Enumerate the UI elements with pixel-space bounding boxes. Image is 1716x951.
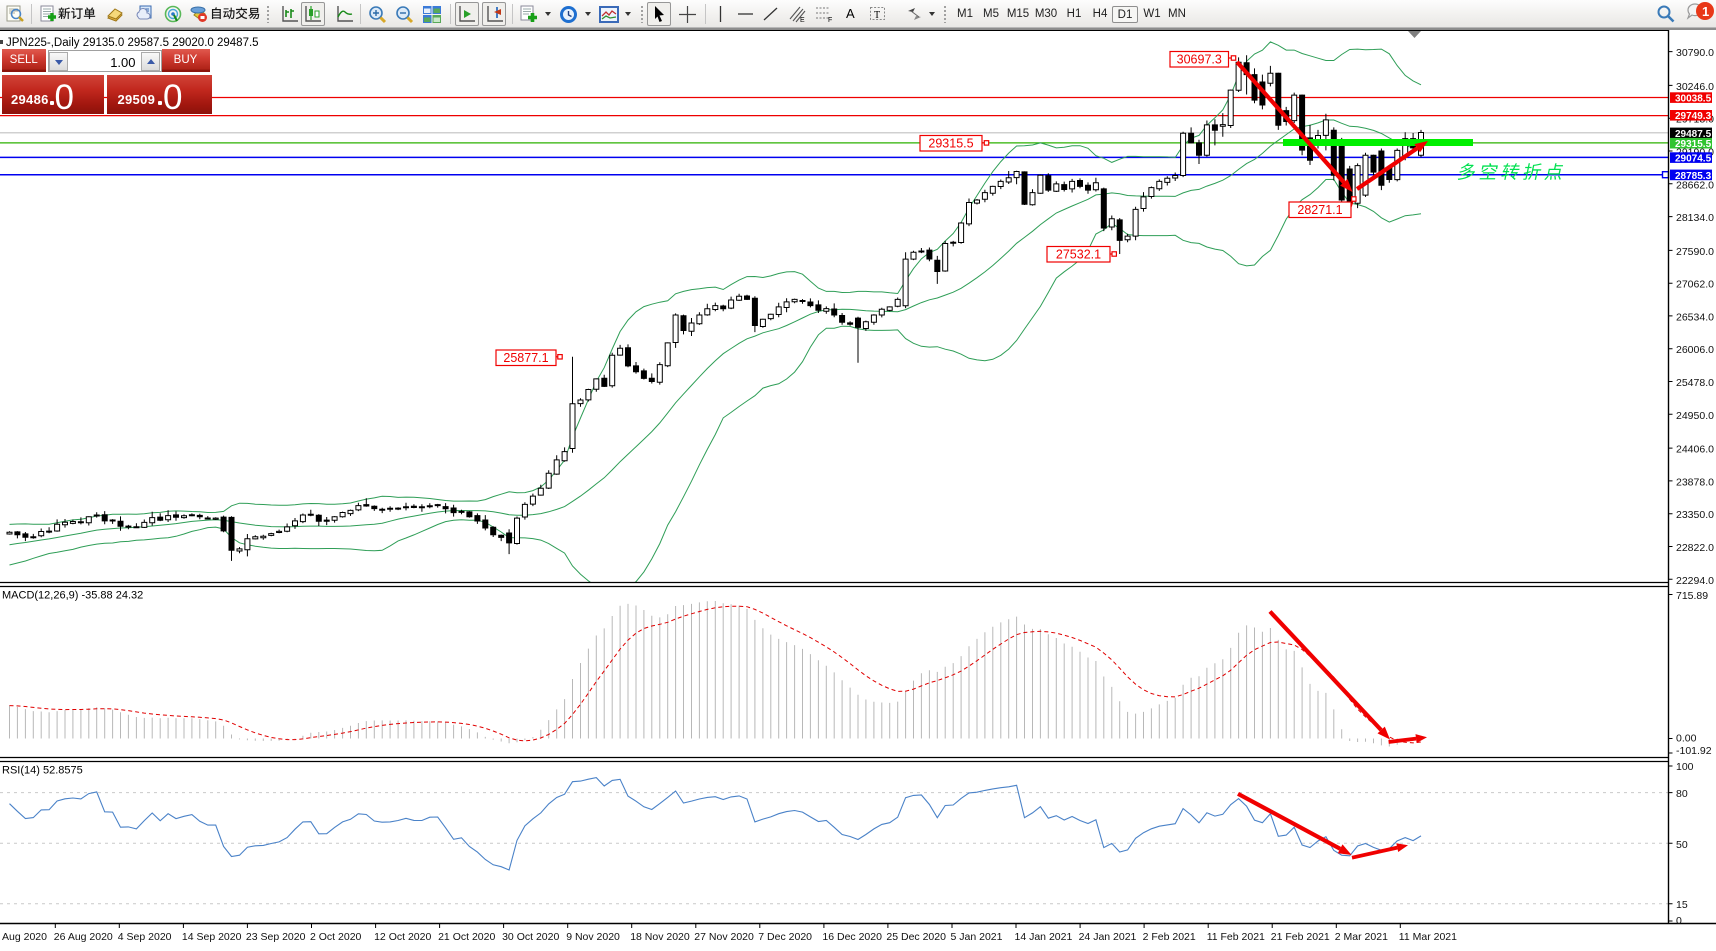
svg-text:9 Nov 2020: 9 Nov 2020 [566, 931, 620, 943]
svg-text:25877.1: 25877.1 [503, 351, 548, 365]
svg-text:4 Sep 2020: 4 Sep 2020 [118, 931, 172, 943]
svg-text:24950.0: 24950.0 [1676, 410, 1714, 422]
svg-text:30038.5: 30038.5 [1675, 94, 1712, 105]
svg-text:2 Feb 2021: 2 Feb 2021 [1143, 931, 1196, 943]
svg-text:18 Nov 2020: 18 Nov 2020 [630, 931, 690, 943]
svg-text:-101.92: -101.92 [1676, 745, 1712, 757]
svg-text:29487.5: 29487.5 [1675, 129, 1712, 140]
svg-text:E: E [800, 17, 805, 23]
svg-text:100: 100 [1676, 761, 1694, 773]
svg-text:29749.3: 29749.3 [1675, 111, 1712, 122]
svg-text:27590.0: 27590.0 [1676, 246, 1714, 258]
svg-text:23 Sep 2020: 23 Sep 2020 [246, 931, 306, 943]
svg-text:29074.5: 29074.5 [1675, 154, 1712, 165]
svg-text:25478.0: 25478.0 [1676, 377, 1714, 389]
svg-text:24 Jan 2021: 24 Jan 2021 [1079, 931, 1137, 943]
svg-text:22294.0: 22294.0 [1676, 575, 1714, 587]
svg-text:715.89: 715.89 [1676, 590, 1708, 602]
svg-text:30697.3: 30697.3 [1177, 53, 1222, 67]
svg-text:26534.0: 26534.0 [1676, 311, 1714, 323]
svg-text:21 Feb 2021: 21 Feb 2021 [1271, 931, 1330, 943]
svg-text:14 Sep 2020: 14 Sep 2020 [182, 931, 242, 943]
svg-text:25 Dec 2020: 25 Dec 2020 [886, 931, 946, 943]
svg-text:F: F [828, 17, 832, 23]
svg-text:2 Mar 2021: 2 Mar 2021 [1335, 931, 1388, 943]
svg-text:29315.5: 29315.5 [928, 137, 973, 151]
svg-text:5 Jan 2021: 5 Jan 2021 [951, 931, 1003, 943]
svg-text:0.00: 0.00 [1676, 733, 1697, 745]
svg-text:23878.0: 23878.0 [1676, 476, 1714, 488]
svg-text:0: 0 [1676, 915, 1682, 927]
svg-text:21 Oct 2020: 21 Oct 2020 [438, 931, 495, 943]
svg-text:28134.0: 28134.0 [1676, 212, 1714, 224]
svg-text:27 Nov 2020: 27 Nov 2020 [694, 931, 754, 943]
svg-text:27532.1: 27532.1 [1056, 248, 1101, 262]
svg-text:Aug 2020: Aug 2020 [2, 931, 47, 943]
svg-text:27062.0: 27062.0 [1676, 279, 1714, 291]
svg-text:80: 80 [1676, 788, 1688, 800]
svg-text:30246.0: 30246.0 [1676, 81, 1714, 93]
svg-text:11 Feb 2021: 11 Feb 2021 [1207, 931, 1265, 943]
svg-text:MACD(12,26,9) -35.88 24.32: MACD(12,26,9) -35.88 24.32 [2, 590, 143, 602]
svg-text:RSI(14) 52.8575: RSI(14) 52.8575 [2, 765, 83, 777]
svg-text:26 Aug 2020: 26 Aug 2020 [54, 931, 113, 943]
svg-text:2 Oct 2020: 2 Oct 2020 [310, 931, 362, 943]
svg-text:28785.3: 28785.3 [1675, 171, 1712, 182]
svg-text:14 Jan 2021: 14 Jan 2021 [1015, 931, 1073, 943]
svg-text:16 Dec 2020: 16 Dec 2020 [822, 931, 882, 943]
svg-text:29315.5: 29315.5 [1675, 139, 1712, 150]
svg-text:30 Oct 2020: 30 Oct 2020 [502, 931, 559, 943]
svg-text:24406.0: 24406.0 [1676, 444, 1714, 456]
svg-text:JPN225-,Daily 29135.0 29587.5: JPN225-,Daily 29135.0 29587.5 29020.0 29… [6, 37, 259, 49]
svg-text:30790.0: 30790.0 [1676, 47, 1714, 59]
svg-text:23350.0: 23350.0 [1676, 509, 1714, 521]
svg-text:T: T [874, 10, 880, 21]
svg-text:28662.0: 28662.0 [1676, 179, 1714, 191]
svg-text:22822.0: 22822.0 [1676, 542, 1714, 554]
svg-text:28271.1: 28271.1 [1297, 203, 1342, 217]
svg-text:11 Mar 2021: 11 Mar 2021 [1399, 931, 1457, 943]
svg-text:12 Oct 2020: 12 Oct 2020 [374, 931, 431, 943]
svg-text:26006.0: 26006.0 [1676, 344, 1714, 356]
svg-text:1: 1 [1702, 4, 1709, 19]
svg-text:7 Dec 2020: 7 Dec 2020 [758, 931, 812, 943]
svg-text:50: 50 [1676, 839, 1688, 851]
svg-text:15: 15 [1676, 899, 1688, 911]
